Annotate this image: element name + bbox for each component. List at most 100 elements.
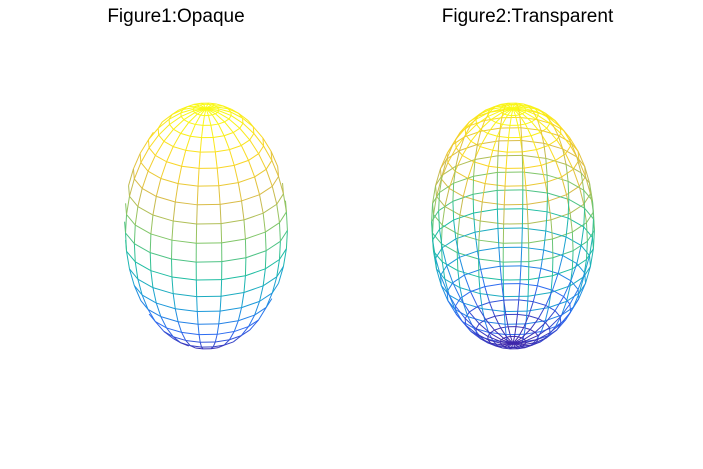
latitude-segment [217, 331, 235, 335]
latitude-segment [188, 122, 196, 125]
latitude-segment [468, 306, 478, 313]
meridian-segment [258, 307, 267, 321]
latitude-segment [254, 307, 267, 316]
latitude-segment [525, 121, 532, 125]
latitude-segment [580, 172, 590, 184]
latitude-segment [561, 307, 574, 316]
latitude-segment [241, 300, 260, 309]
meridian-segment [282, 193, 287, 213]
meridian-segment [545, 211, 548, 231]
latitude-segment [175, 308, 198, 312]
meridian-segment [125, 232, 128, 252]
meridian-segment [198, 334, 201, 343]
latitude-segment [173, 220, 197, 225]
meridian-segment [585, 222, 588, 242]
latitude-segment [234, 326, 249, 333]
meridian-segment [172, 109, 184, 115]
meridian-segment [178, 106, 188, 111]
meridian-segment [540, 320, 546, 332]
meridian-segment [502, 346, 508, 349]
latitude-segment [527, 292, 552, 297]
latitude-segment [528, 315, 539, 320]
meridian-segment [494, 316, 502, 329]
latitude-segment [488, 331, 507, 336]
latitude-segment [190, 135, 202, 139]
meridian-segment [547, 145, 556, 161]
latitude-segment [228, 115, 232, 120]
meridian-segment [454, 155, 463, 172]
meridian-segment [494, 329, 504, 339]
meridian-segment [180, 342, 189, 347]
meridian-segment [516, 299, 520, 315]
meridian-segment [441, 206, 446, 226]
latitude-segment [133, 285, 143, 296]
meridian-segment [489, 106, 496, 113]
meridian-segment [459, 196, 464, 216]
meridian-segment [518, 109, 521, 118]
latitude-segment [249, 133, 255, 141]
latitude-segment [525, 182, 546, 187]
meridian-segment [193, 103, 200, 106]
meridian-segment [238, 112, 249, 121]
meridian-segment [567, 199, 570, 219]
latitude-segment [545, 230, 567, 238]
meridian-segment [499, 117, 503, 129]
latitude-segment [152, 287, 174, 295]
meridian-segment [519, 346, 526, 349]
meridian-segment [550, 275, 553, 293]
meridian-segment [203, 108, 207, 116]
meridian-segment [211, 114, 219, 125]
meridian-segment [254, 176, 261, 195]
meridian-segment [433, 251, 437, 270]
meridian-segment [577, 151, 586, 167]
meridian-segment [517, 125, 521, 138]
latitude-segment [494, 327, 501, 331]
meridian-segment [524, 341, 537, 345]
latitude-segment [572, 259, 587, 270]
meridian-segment [474, 232, 478, 252]
meridian-segment [515, 347, 519, 350]
meridian-segment [232, 335, 242, 343]
latitude-segment [489, 329, 495, 334]
latitude-segment [245, 231, 266, 240]
meridian-segment [484, 112, 490, 121]
meridian-segment [496, 155, 499, 173]
latitude-segment [166, 327, 182, 333]
latitude-segment [453, 212, 474, 221]
latitude-segment [584, 273, 587, 284]
meridian-segment [531, 341, 541, 346]
meridian-segment [435, 258, 441, 276]
meridian-segment [200, 102, 204, 105]
meridian-segment [545, 114, 553, 125]
meridian-segment [240, 145, 249, 161]
latitude-segment [447, 162, 456, 172]
latitude-segment [470, 286, 485, 293]
meridian-segment [455, 238, 460, 258]
meridian-segment [580, 226, 585, 246]
latitude-segment [441, 165, 457, 176]
meridian-segment [207, 102, 210, 105]
meridian-segment [583, 190, 586, 209]
latitude-segment [258, 145, 264, 154]
meridian-segment [189, 124, 196, 137]
meridian-segment [249, 319, 259, 331]
meridian-segment [285, 230, 288, 249]
meridian-segment [441, 261, 446, 280]
meridian-segment [202, 115, 205, 126]
meridian-segment [233, 320, 239, 332]
meridian-segment [223, 105, 232, 110]
meridian-segment [571, 232, 574, 251]
latitude-segment [463, 302, 483, 310]
meridian-segment [480, 338, 492, 344]
latitude-segment [478, 239, 504, 244]
meridian-segment [155, 302, 162, 317]
meridian-segment [528, 301, 534, 316]
latitude-segment [474, 155, 499, 160]
meridian-segment [497, 140, 500, 156]
meridian-segment [457, 214, 461, 234]
latitude-segment [435, 247, 443, 259]
latitude-segment [265, 259, 280, 270]
latitude-segment [279, 248, 287, 260]
meridian-segment [447, 147, 457, 163]
meridian-segment [523, 103, 529, 107]
